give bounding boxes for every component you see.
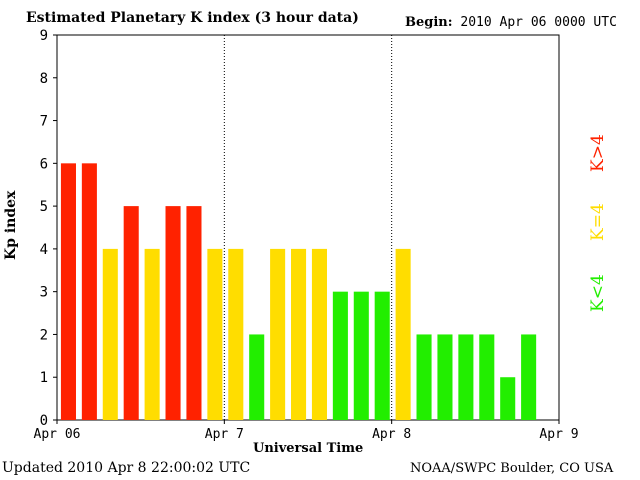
kp-bar bbox=[500, 377, 516, 420]
kp-bar bbox=[521, 334, 537, 420]
kp-bar bbox=[353, 291, 369, 420]
kp-bar bbox=[81, 163, 97, 421]
kp-bar bbox=[437, 334, 453, 420]
y-tick-label: 9 bbox=[40, 28, 48, 44]
y-tick-label: 8 bbox=[40, 71, 48, 87]
x-tick-label: Apr 8 bbox=[372, 427, 411, 442]
kp-bar bbox=[228, 248, 244, 420]
y-tick-label: 0 bbox=[40, 413, 48, 429]
kp-bar bbox=[416, 334, 432, 420]
y-tick-label: 6 bbox=[40, 156, 48, 172]
kp-bar bbox=[165, 206, 181, 420]
y-tick-label: 5 bbox=[40, 199, 48, 215]
kp-bar bbox=[207, 248, 223, 420]
kp-bar bbox=[186, 206, 202, 420]
kp-bar bbox=[332, 291, 348, 420]
kp-bar bbox=[144, 248, 160, 420]
updated-timestamp: Updated 2010 Apr 8 22:00:02 UTC bbox=[2, 460, 251, 476]
kp-bar bbox=[374, 291, 390, 420]
begin-time: Begin: 2010 Apr 06 0000 UTC bbox=[405, 15, 617, 30]
kp-bar bbox=[60, 163, 76, 421]
source-credit: NOAA/SWPC Boulder, CO USA bbox=[410, 461, 614, 476]
kp-bar bbox=[102, 248, 118, 420]
begin-label: Begin: bbox=[405, 15, 453, 30]
plot-frame bbox=[56, 34, 560, 421]
y-tick-label: 3 bbox=[40, 285, 48, 301]
x-tick-label: Apr 9 bbox=[539, 427, 578, 442]
kp-bar bbox=[123, 206, 139, 420]
x-axis-label: Universal Time bbox=[253, 441, 364, 456]
x-tick-label: Apr 7 bbox=[205, 427, 244, 442]
x-tick-label: Apr 06 bbox=[34, 427, 81, 442]
kp-bar bbox=[311, 248, 327, 420]
kp-bar bbox=[479, 334, 495, 420]
kp-bar bbox=[249, 334, 265, 420]
kp-bar bbox=[270, 248, 286, 420]
kp-bar bbox=[291, 248, 307, 420]
y-tick-label: 1 bbox=[40, 370, 48, 386]
kp-bar bbox=[458, 334, 474, 420]
chart-title: Estimated Planetary K index (3 hour data… bbox=[26, 10, 359, 26]
y-tick-label: 2 bbox=[40, 327, 48, 343]
begin-value: 2010 Apr 06 0000 UTC bbox=[460, 15, 617, 30]
y-tick-label: 4 bbox=[40, 242, 48, 258]
kp-bar bbox=[395, 248, 411, 420]
y-tick-label: 7 bbox=[40, 114, 48, 130]
